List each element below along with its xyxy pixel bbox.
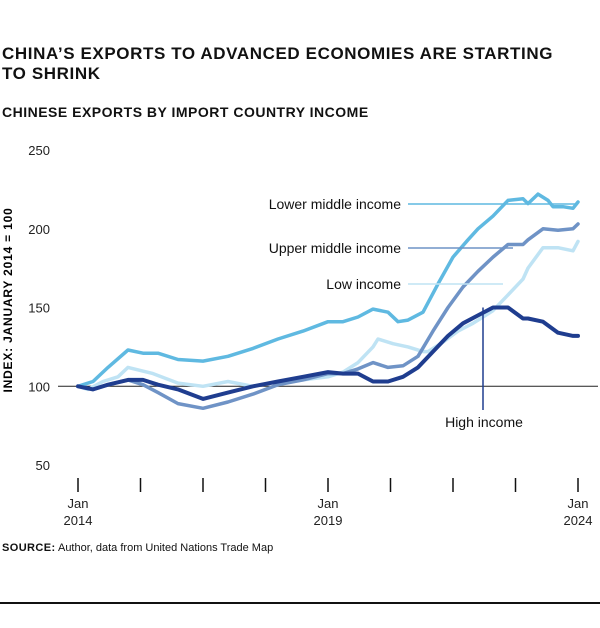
y-axis-label: INDEX: JANUARY 2014 = 100 xyxy=(1,207,15,392)
chart-subtitle: CHINESE EXPORTS BY IMPORT COUNTRY INCOME xyxy=(2,104,369,120)
annotation-label: Lower middle income xyxy=(269,196,401,212)
x-tick-label: Jan xyxy=(568,496,589,511)
annotation-label: Upper middle income xyxy=(269,240,401,256)
x-tick-label: 2014 xyxy=(64,513,93,528)
chart-title: CHINA’S EXPORTS TO ADVANCED ECONOMIES AR… xyxy=(2,44,554,83)
y-tick-label: 250 xyxy=(28,143,50,158)
annotation-label: Low income xyxy=(326,276,401,292)
x-tick-label: Jan xyxy=(68,496,89,511)
series-line-high-income xyxy=(76,305,580,401)
source-note: SOURCE: Author, data from United Nations… xyxy=(2,542,273,554)
source-label: SOURCE: xyxy=(2,542,56,554)
series-line-lower-middle-income xyxy=(76,192,580,389)
source-text: Author, data from United Nations Trade M… xyxy=(55,542,274,554)
annotation-label: High income xyxy=(445,414,523,430)
bottom-rule xyxy=(0,602,600,604)
series-line-upper-middle-income xyxy=(76,222,580,411)
y-tick-label: 50 xyxy=(36,458,50,473)
series-line-low-income xyxy=(76,239,580,392)
x-tick-label: 2024 xyxy=(564,513,593,528)
y-tick-label: 200 xyxy=(28,222,50,237)
x-tick-label: Jan xyxy=(318,496,339,511)
y-tick-label: 150 xyxy=(28,301,50,316)
x-tick-label: 2019 xyxy=(314,513,343,528)
y-tick-label: 100 xyxy=(28,379,50,394)
line-chart: 50 100 150 200 250 Jan 2014 Jan 2019 Jan 2024 Lowe… xyxy=(1,143,598,528)
